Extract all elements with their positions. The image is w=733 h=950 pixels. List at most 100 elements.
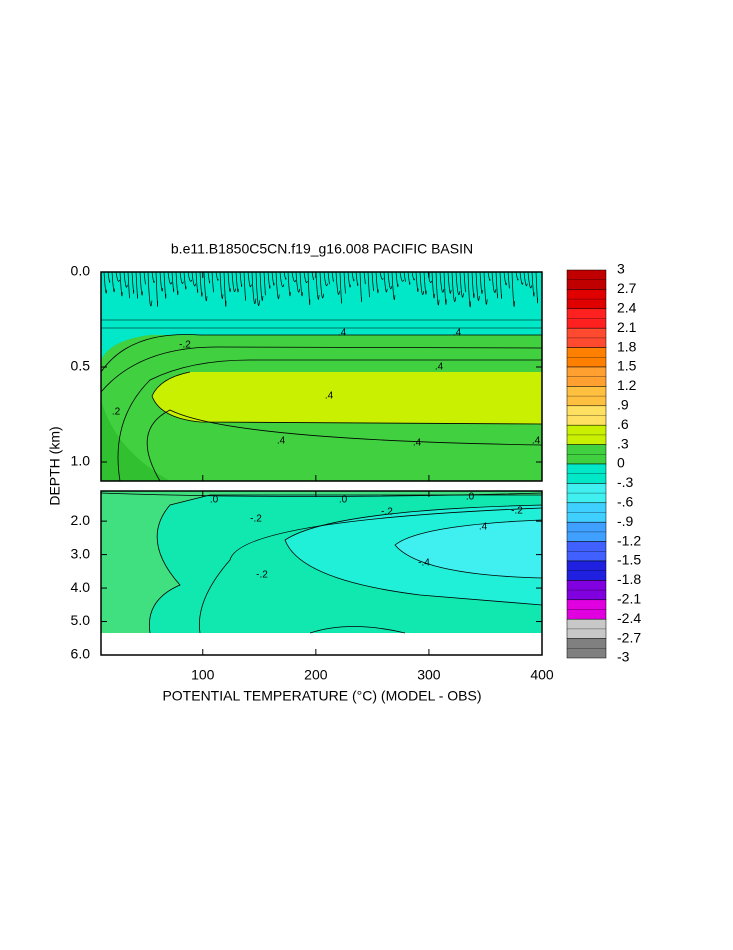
streak [355, 271, 359, 287]
streak [167, 271, 173, 285]
streak [199, 271, 203, 297]
y-tick-label: 2.0 [71, 512, 91, 528]
colorbar-label: -2.1 [617, 591, 641, 607]
streak [111, 271, 115, 293]
colorbar-label: 1.5 [617, 358, 637, 374]
streak [523, 271, 528, 287]
streak [535, 271, 538, 304]
streak [215, 271, 219, 281]
colorbar-label: .6 [617, 416, 629, 432]
streak [427, 271, 433, 283]
streak [515, 271, 519, 281]
streak [303, 271, 308, 284]
colorbar-label: -1.8 [617, 571, 641, 587]
streak [175, 271, 179, 296]
streak [287, 271, 291, 297]
streak [243, 271, 246, 301]
streak [275, 271, 280, 300]
colorbar-label: -1.5 [617, 552, 641, 568]
streak [407, 271, 411, 285]
streak [151, 271, 155, 283]
streak [179, 271, 184, 284]
streak [299, 271, 303, 297]
streak [311, 271, 314, 281]
x-tick-label: 100 [191, 667, 215, 683]
x-tick-label: 300 [417, 667, 441, 683]
streak [447, 271, 452, 294]
y-axis-label: DEPTH (km) [47, 426, 63, 505]
streak [119, 271, 123, 297]
colorbar-label: 1.2 [617, 377, 637, 393]
streak [511, 271, 515, 307]
streak [231, 271, 236, 292]
streak [451, 271, 457, 302]
colorbar-label: -2.4 [617, 610, 641, 626]
streak [127, 271, 130, 299]
streak [203, 271, 208, 302]
streak [123, 271, 128, 288]
y-tick-label: 5.0 [71, 612, 91, 628]
colorbar-label: .9 [617, 397, 629, 413]
streak [439, 271, 445, 293]
streak [319, 271, 324, 299]
colorbar-label: -1.2 [617, 532, 641, 548]
colorbar-label: 2.7 [617, 280, 637, 296]
streak [471, 271, 475, 299]
contour-label: .4 [325, 391, 334, 402]
y-tick-label: 4.0 [71, 579, 91, 595]
colorbar-label: 1.8 [617, 338, 637, 354]
colorbar-label: -.9 [617, 513, 634, 529]
streak [399, 271, 404, 282]
streak [479, 271, 483, 294]
streak [467, 271, 472, 308]
streak [211, 271, 214, 293]
streak [227, 271, 231, 292]
streak [207, 271, 211, 284]
streak [475, 271, 480, 301]
contour-label: .4 [453, 328, 462, 339]
streak [147, 271, 153, 307]
streak [491, 271, 497, 293]
lower-frame [100, 490, 543, 656]
streak [323, 271, 328, 287]
streak [235, 271, 239, 293]
streak [403, 271, 406, 282]
streak [495, 271, 498, 299]
y-tick-label: 1.0 [71, 453, 91, 469]
streak [423, 271, 427, 295]
upper-frame [100, 271, 543, 482]
streak [359, 271, 362, 303]
streak [247, 271, 252, 288]
colorbar-label: -.6 [617, 494, 634, 510]
streak [411, 271, 416, 281]
streak [483, 271, 488, 305]
streak [363, 271, 366, 285]
streak [139, 271, 143, 296]
y-tick-label: 0.5 [71, 358, 91, 374]
streak [383, 271, 388, 293]
streak [283, 271, 287, 280]
upper-field [100, 271, 543, 482]
streak [107, 271, 111, 283]
streak [307, 271, 311, 306]
contour-label: -.2 [511, 506, 523, 517]
y-tick-label: 6.0 [71, 646, 91, 662]
streak [327, 271, 330, 285]
streak [519, 271, 524, 285]
streak [503, 271, 507, 286]
streak [419, 271, 425, 295]
streak [295, 271, 300, 293]
streak [455, 271, 461, 296]
contour-label: .4 [435, 362, 444, 373]
streak [343, 271, 346, 294]
streak [279, 271, 285, 288]
colorbar-label: .3 [617, 435, 629, 451]
streak [371, 271, 374, 291]
streak [115, 271, 120, 282]
streak [239, 271, 243, 288]
streak [187, 271, 193, 282]
streak [183, 271, 187, 290]
streak [431, 271, 435, 299]
streak [443, 271, 447, 305]
y-tick-label: 0.0 [71, 263, 91, 279]
